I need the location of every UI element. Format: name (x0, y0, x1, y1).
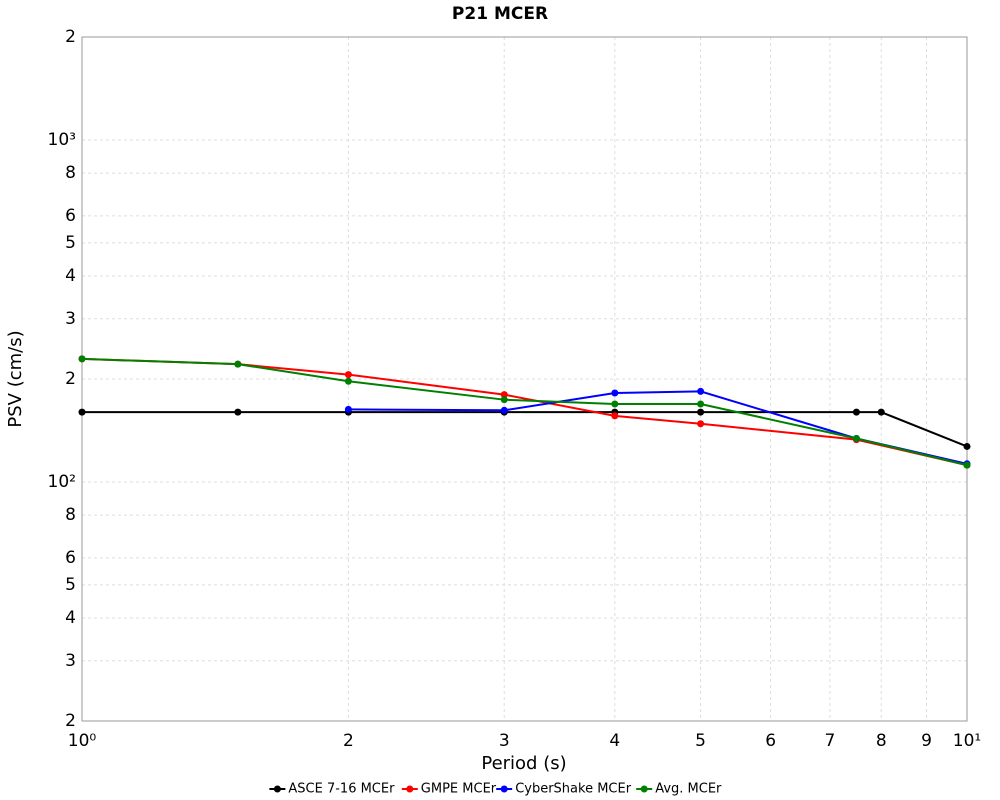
y-tick-label: 4 (65, 608, 76, 628)
chart-title: P21 MCER (452, 4, 548, 24)
legend-label: Avg. MCEr (655, 782, 722, 797)
y-tick-label: 10³ (48, 130, 76, 150)
plot-border (81, 36, 968, 722)
data-point (697, 387, 705, 395)
y-tick-label: 8 (65, 163, 76, 183)
x-tick-label: 2 (343, 731, 354, 751)
data-point (611, 412, 619, 420)
x-tick-label: 6 (765, 731, 776, 751)
y-tick-label: 4 (65, 266, 76, 286)
y-tick-label: 5 (65, 233, 76, 253)
legend-marker (406, 785, 414, 793)
series-line (81, 357, 968, 467)
y-tick-label: 8 (65, 505, 76, 525)
legend-label: GMPE MCEr (421, 782, 497, 797)
data-point (852, 408, 860, 416)
legend-marker (640, 785, 648, 793)
data-point (500, 406, 508, 414)
x-axis-label: Period (s) (481, 753, 566, 774)
data-point (78, 355, 86, 363)
y-tick-label: 2 (65, 369, 76, 389)
data-point (697, 400, 705, 408)
data-point (697, 420, 705, 428)
data-point (344, 371, 352, 379)
data-point (877, 408, 885, 416)
y-tick-label: 2 (65, 27, 76, 47)
x-tick-label: 10⁰ (68, 731, 97, 751)
data-point (611, 389, 619, 397)
x-tick-label: 4 (609, 731, 620, 751)
data-point (852, 434, 860, 442)
data-point (963, 461, 971, 469)
y-tick-label: 2 (65, 711, 76, 731)
data-point (344, 405, 352, 413)
y-axis-label: PSV (cm/s) (5, 330, 26, 427)
data-point (344, 377, 352, 385)
y-tick-label: 6 (65, 548, 76, 568)
data-point (611, 400, 619, 408)
data-point (78, 408, 86, 416)
y-tick-label: 3 (65, 651, 76, 671)
legend-label: CyberShake MCEr (515, 782, 632, 797)
data-point (234, 360, 242, 368)
y-tick-label: 3 (65, 309, 76, 329)
data-point (500, 391, 508, 399)
legend-marker (500, 785, 508, 793)
x-tick-label: 9 (921, 731, 932, 751)
x-tick-label: 10¹ (953, 731, 981, 751)
x-tick-label: 3 (499, 731, 510, 751)
x-tick-label: 5 (695, 731, 706, 751)
y-tick-label: 5 (65, 575, 76, 595)
legend-marker (273, 785, 281, 793)
data-point (500, 396, 508, 404)
series-line (81, 357, 968, 467)
data-point (963, 442, 971, 450)
data-point (697, 408, 705, 416)
y-tick-label: 10² (48, 472, 76, 492)
x-tick-label: 8 (876, 731, 887, 751)
data-point (234, 408, 242, 416)
x-tick-label: 7 (824, 731, 835, 751)
legend-label: ASCE 7-16 MCEr (288, 782, 395, 797)
y-tick-label: 6 (65, 206, 76, 226)
